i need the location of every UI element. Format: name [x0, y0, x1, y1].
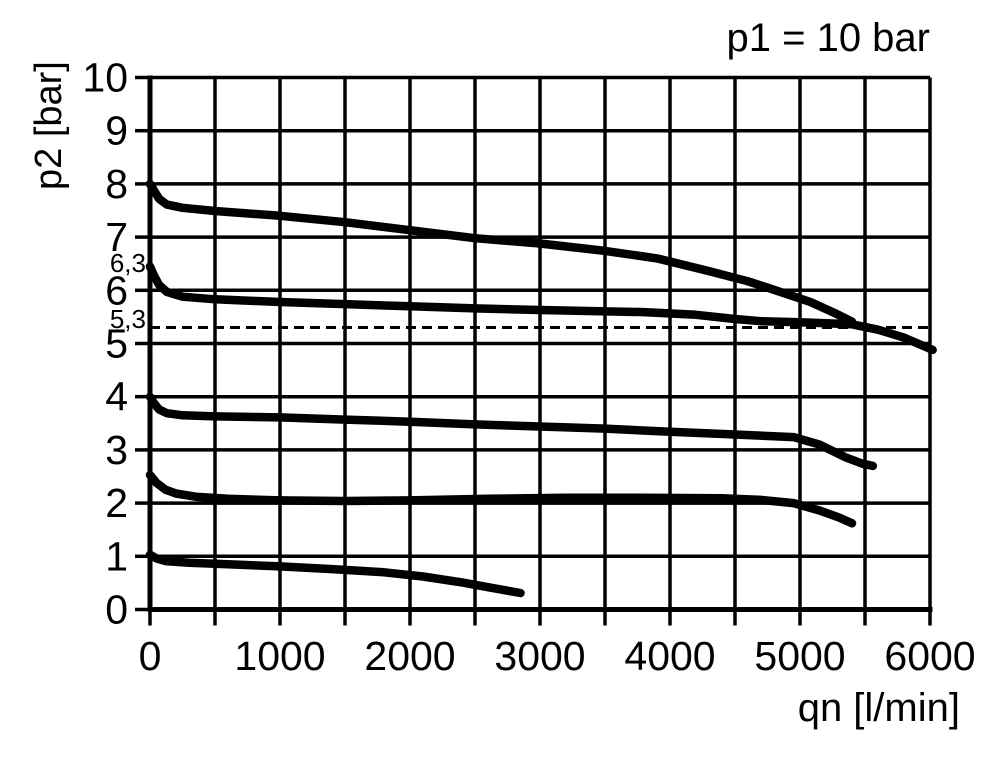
y-tick-label: 0	[105, 587, 128, 633]
curve-set-pressure-2.5-bar	[145, 470, 857, 528]
y-tick-label: 6	[105, 267, 128, 313]
x-tick-label: 2000	[364, 633, 455, 679]
y-tick-label: 7	[105, 214, 128, 260]
y-tick-label: 10	[82, 55, 128, 101]
annotation-6-3-label: 6,3	[109, 248, 146, 278]
x-tick-label: 1000	[234, 633, 325, 679]
curve-set-pressure-1-bar	[145, 550, 525, 598]
x-tick-label: 6000	[884, 633, 975, 679]
chart-title: p1 = 10 bar	[726, 16, 931, 60]
y-tick-label: 1	[105, 533, 128, 579]
y-tick-label: 8	[105, 161, 128, 207]
x-tick-label: 0	[139, 633, 162, 679]
x-tick-label: 4000	[624, 633, 715, 679]
annotation-5-3-label: 5,3	[109, 304, 146, 334]
y-tick-label: 9	[105, 108, 128, 154]
y-tick-label: 3	[105, 427, 128, 473]
x-tick-label: 3000	[494, 633, 585, 679]
y-tick-label: 5	[105, 321, 128, 367]
y-tick-label: 2	[105, 480, 128, 526]
x-axis-title: qn [l/min]	[797, 686, 960, 730]
y-tick-label: 4	[105, 374, 128, 420]
curve-set-pressure-4-bar	[145, 392, 878, 471]
curve-set-pressure-6.3-bar	[145, 262, 937, 355]
x-tick-label: 5000	[754, 633, 845, 679]
curve-set-pressure-8-bar	[145, 179, 857, 326]
y-axis-title: p2 [bar]	[28, 61, 70, 190]
